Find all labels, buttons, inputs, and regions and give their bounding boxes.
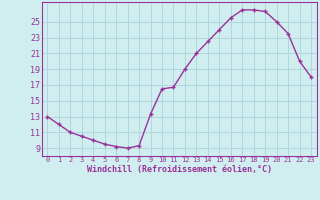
X-axis label: Windchill (Refroidissement éolien,°C): Windchill (Refroidissement éolien,°C) — [87, 165, 272, 174]
